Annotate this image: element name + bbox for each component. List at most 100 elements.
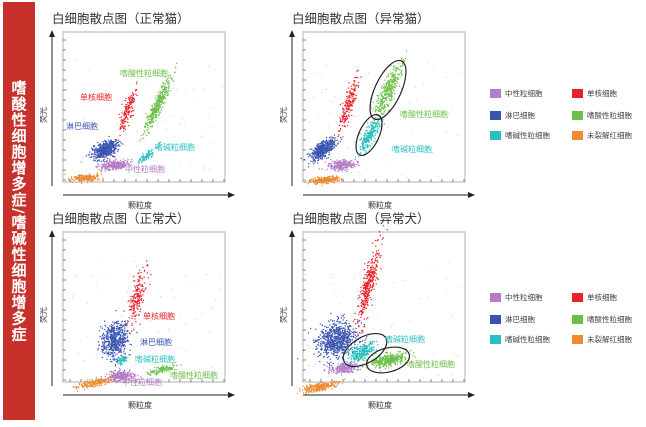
scatter-point (320, 155, 322, 157)
scatter-point (383, 111, 385, 113)
scatter-point (100, 337, 103, 340)
scatter-point (126, 335, 129, 337)
scatter-point (388, 86, 390, 88)
scatter-point (132, 309, 134, 311)
scatter-point (113, 159, 115, 162)
scatter-point (160, 85, 163, 87)
scatter-point (129, 370, 131, 372)
scatter-point (311, 155, 313, 157)
scatter-point (95, 166, 97, 168)
scatter-point (94, 384, 96, 386)
scatter-point (131, 315, 133, 317)
scatter-point (208, 66, 210, 68)
scatter-point (335, 162, 338, 165)
scatter-point (115, 145, 117, 147)
scatter-point (102, 350, 104, 352)
scatter-point (351, 92, 353, 95)
scatter-point (141, 156, 143, 158)
scatter-point (121, 362, 123, 364)
scatter-point (191, 284, 193, 286)
scatter-point (378, 102, 380, 104)
scatter-point (423, 84, 425, 86)
scatter-point (348, 111, 350, 113)
scatter-point (133, 110, 135, 112)
scatter-point (127, 102, 129, 104)
scatter-point (155, 107, 157, 110)
scatter-point (138, 280, 140, 283)
scatter-point (103, 159, 105, 161)
scatter-point (207, 114, 209, 116)
scatter-point (350, 88, 353, 90)
scatter-point (121, 326, 123, 329)
scatter-point (382, 108, 385, 110)
scatter-point (96, 282, 98, 284)
scatter-point (107, 337, 110, 339)
scatter-point (142, 133, 145, 135)
scatter-point (379, 129, 381, 131)
scatter-point (125, 116, 128, 118)
scatter-point (117, 150, 119, 153)
scatter-point (102, 345, 104, 347)
scatter-point (82, 175, 84, 177)
scatter-point (333, 182, 335, 184)
scatter-point (387, 93, 389, 95)
scatter-point (387, 126, 389, 128)
scatter-point (153, 115, 155, 117)
scatter-point (181, 347, 183, 349)
scatter-point (134, 315, 136, 317)
scatter-point (153, 113, 155, 115)
scatter-point (130, 94, 132, 97)
scatter-point (113, 379, 116, 381)
scatter-point (122, 379, 124, 381)
scatter-point (107, 351, 110, 353)
scatter-point (314, 177, 316, 179)
scatter-point (98, 260, 100, 262)
scatter-point (384, 105, 386, 107)
scatter-point (110, 344, 112, 346)
scatter-point (112, 358, 114, 361)
scatter-point (391, 75, 393, 77)
scatter-point (149, 152, 151, 155)
scatter-point (112, 345, 114, 347)
scatter-point (131, 100, 133, 102)
scatter-point (128, 163, 130, 165)
scatter-point (352, 102, 354, 105)
scatter-point (107, 340, 109, 343)
scatter-point (159, 101, 161, 103)
scatter-point (103, 380, 106, 382)
scatter-point (130, 164, 132, 166)
scatter-point (353, 85, 355, 87)
scatter-point (78, 180, 80, 182)
scatter-point (342, 107, 344, 110)
scatter-point (321, 143, 324, 145)
scatter-point (120, 339, 122, 341)
scatter-point (139, 158, 141, 161)
scatter-point (321, 168, 323, 170)
scatter-point (111, 361, 113, 363)
scatter-point (66, 89, 68, 91)
scatter-point (81, 182, 83, 184)
scatter-point (152, 149, 154, 151)
scatter-point (114, 159, 117, 161)
scatter-point (340, 118, 342, 121)
scatter-point (127, 373, 129, 375)
scatter-point (388, 103, 390, 105)
scatter-point (123, 162, 126, 164)
scatter-point (143, 290, 145, 292)
scatter-point (85, 175, 87, 177)
scatter-point (123, 378, 126, 381)
scatter-point (136, 289, 139, 291)
x-axis-label: 颗粒度 (128, 200, 152, 210)
scatter-point (157, 99, 159, 101)
scatter-point (114, 164, 116, 167)
scatter-point (103, 168, 105, 170)
scatter-point (149, 116, 151, 118)
scatter-point (93, 158, 95, 160)
scatter-point (333, 166, 336, 169)
scatter-point (122, 329, 124, 331)
scatter-point (116, 374, 118, 376)
scatter-point (140, 294, 142, 296)
scatter-point (326, 144, 328, 146)
scatter-point (136, 285, 138, 287)
scatter-point (86, 379, 89, 381)
